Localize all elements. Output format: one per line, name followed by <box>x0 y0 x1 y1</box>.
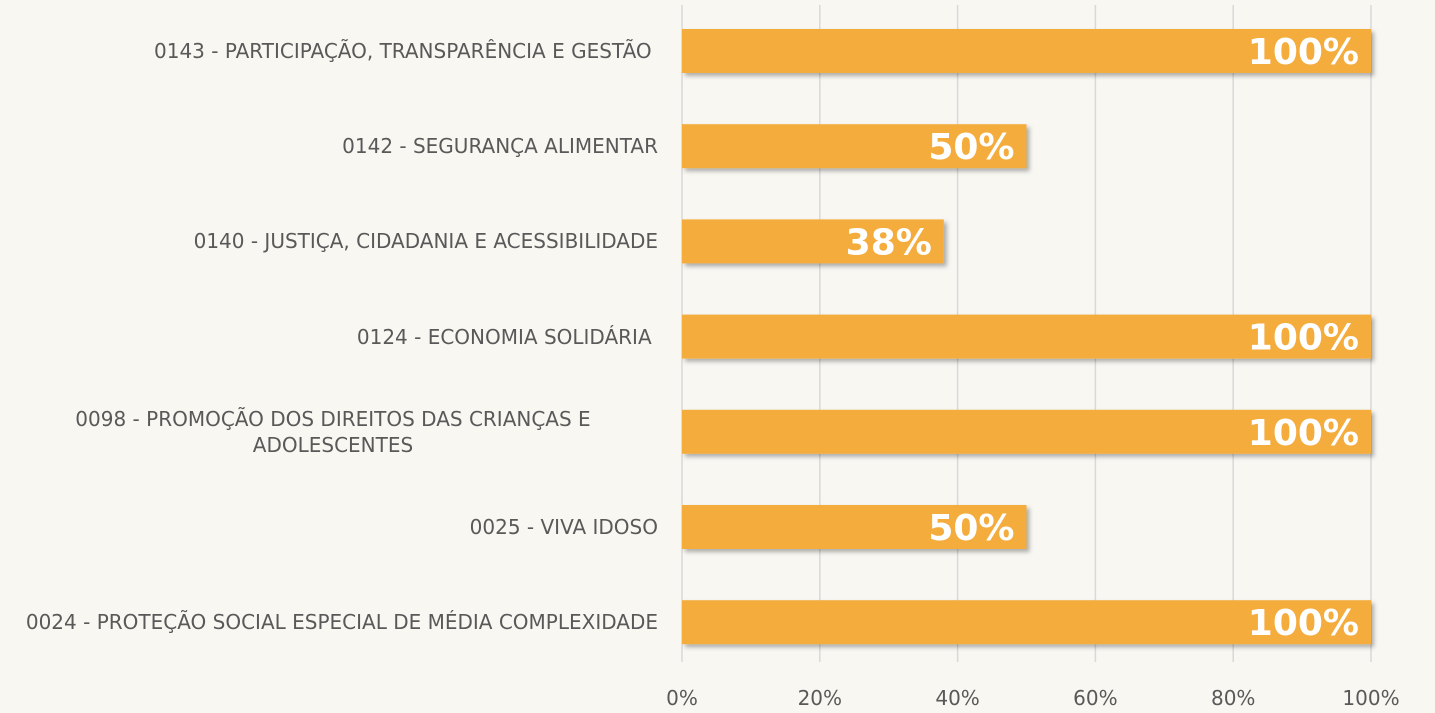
value-label: 38% <box>846 222 932 263</box>
category-label: 0098 - PROMOÇÃO DOS DIREITOS DAS CRIANÇA… <box>75 406 598 457</box>
value-label: 50% <box>928 127 1014 168</box>
value-label: 100% <box>1248 318 1359 359</box>
category-label: 0140 - JUSTIÇA, CIDADANIA E ACESSIBILIDA… <box>193 229 658 254</box>
x-tick-label: 60% <box>1073 686 1117 710</box>
x-tick-label: 100% <box>1342 686 1399 710</box>
category-label: 0024 - PROTEÇÃO SOCIAL ESPECIAL DE MÉDIA… <box>25 610 658 635</box>
value-label: 100% <box>1248 32 1359 73</box>
bar <box>682 124 1027 169</box>
category-label: 0025 - VIVA IDOSO <box>469 515 658 539</box>
x-tick-label: 0% <box>666 686 698 710</box>
category-label: 0142 - SEGURANÇA ALIMENTAR <box>342 134 658 159</box>
value-label: 100% <box>1248 413 1359 454</box>
bar <box>682 600 1371 645</box>
bar <box>682 29 1371 73</box>
value-label: 100% <box>1248 603 1359 644</box>
x-tick-label: 20% <box>798 686 842 710</box>
bar <box>682 219 944 264</box>
value-label: 50% <box>928 508 1014 549</box>
x-tick-label: 40% <box>935 686 979 710</box>
bar <box>682 409 1371 454</box>
category-label: 0124 - ECONOMIA SOLIDÁRIA <box>356 324 658 349</box>
bar <box>682 314 1371 359</box>
bar <box>682 505 1027 549</box>
x-tick-label: 80% <box>1211 686 1255 710</box>
category-label: 0143 - PARTICIPAÇÃO, TRANSPARÊNCIA E GES… <box>154 39 658 63</box>
